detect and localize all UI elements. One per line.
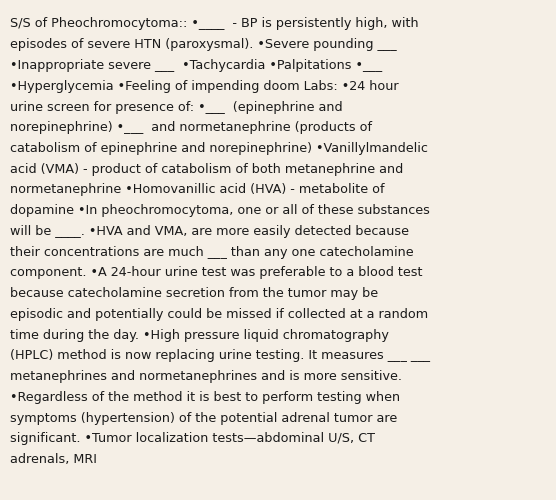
- Text: episodes of severe HTN (paroxysmal). •Severe pounding ___: episodes of severe HTN (paroxysmal). •Se…: [10, 38, 396, 52]
- Text: time during the day. •High pressure liquid chromatography: time during the day. •High pressure liqu…: [10, 328, 389, 342]
- Text: •Regardless of the method it is best to perform testing when: •Regardless of the method it is best to …: [10, 391, 400, 404]
- Text: adrenals, MRI: adrenals, MRI: [10, 453, 97, 466]
- Text: metanephrines and normetanephrines and is more sensitive.: metanephrines and normetanephrines and i…: [10, 370, 402, 383]
- Text: (HPLC) method is now replacing urine testing. It measures ___ ___: (HPLC) method is now replacing urine tes…: [10, 350, 430, 362]
- Text: catabolism of epinephrine and norepinephrine) •Vanillylmandelic: catabolism of epinephrine and norepineph…: [10, 142, 428, 155]
- Text: dopamine •In pheochromocytoma, one or all of these substances: dopamine •In pheochromocytoma, one or al…: [10, 204, 430, 217]
- Text: significant. •Tumor localization tests—abdominal U/S, CT: significant. •Tumor localization tests—a…: [10, 432, 375, 446]
- Text: episodic and potentially could be missed if collected at a random: episodic and potentially could be missed…: [10, 308, 428, 321]
- Text: S/S of Pheochromocytoma:: •____  - BP is persistently high, with: S/S of Pheochromocytoma:: •____ - BP is …: [10, 18, 419, 30]
- Text: because catecholamine secretion from the tumor may be: because catecholamine secretion from the…: [10, 287, 378, 300]
- Text: their concentrations are much ___ than any one catecholamine: their concentrations are much ___ than a…: [10, 246, 414, 258]
- Text: •Inappropriate severe ___  •Tachycardia •Palpitations •___: •Inappropriate severe ___ •Tachycardia •…: [10, 59, 382, 72]
- Text: normetanephrine •Homovanillic acid (HVA) - metabolite of: normetanephrine •Homovanillic acid (HVA)…: [10, 184, 385, 196]
- Text: symptoms (hypertension) of the potential adrenal tumor are: symptoms (hypertension) of the potential…: [10, 412, 397, 424]
- Text: component. •A 24-hour urine test was preferable to a blood test: component. •A 24-hour urine test was pre…: [10, 266, 423, 280]
- Text: urine screen for presence of: •___  (epinephrine and: urine screen for presence of: •___ (epin…: [10, 100, 342, 114]
- Text: will be ____. •HVA and VMA, are more easily detected because: will be ____. •HVA and VMA, are more eas…: [10, 225, 409, 238]
- Text: acid (VMA) - product of catabolism of both metanephrine and: acid (VMA) - product of catabolism of bo…: [10, 162, 403, 175]
- Text: •Hyperglycemia •Feeling of impending doom Labs: •24 hour: •Hyperglycemia •Feeling of impending doo…: [10, 80, 399, 93]
- Text: norepinephrine) •___  and normetanephrine (products of: norepinephrine) •___ and normetanephrine…: [10, 121, 372, 134]
